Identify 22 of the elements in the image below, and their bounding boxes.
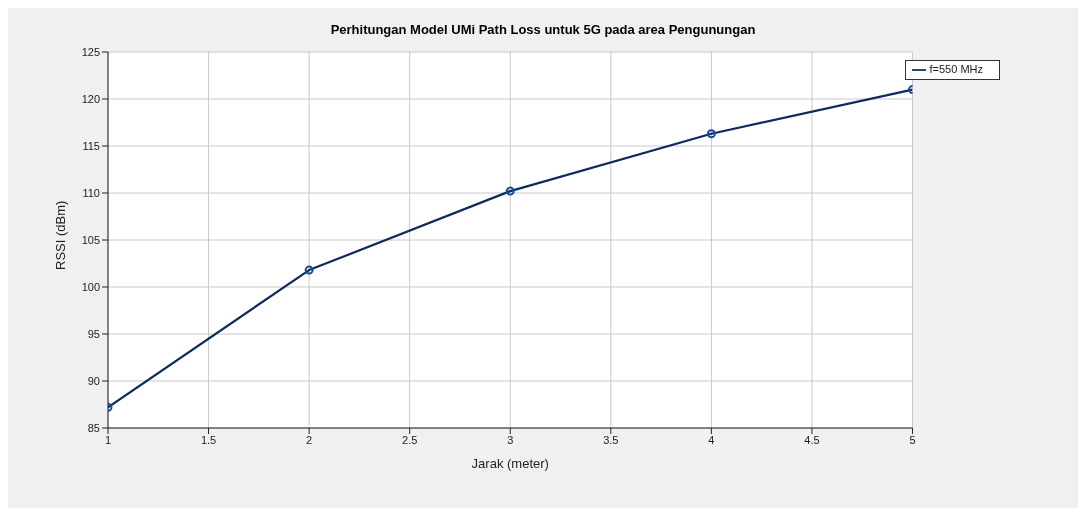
y-tick-label: 105 [81,233,100,246]
y-tick-label: 95 [87,327,100,340]
x-tick-label: 1 [104,433,112,446]
y-tick-label: 115 [82,139,100,152]
x-tick-label: 3.5 [603,433,619,446]
chart-title: Perhitungan Model UMi Path Loss untuk 5G pada area Pengunungan [329,22,757,37]
y-tick-label: 125 [81,45,100,58]
x-tick-label: 1.5 [200,433,217,446]
y-tick-label: 100 [81,280,100,293]
x-axis-title: Jarak (meter) [471,456,549,471]
x-tick-label: 3 [507,433,514,446]
x-tick-label: 2.5 [402,433,418,446]
x-tick-label: 4 [708,433,715,446]
y-tick-label: 85 [87,421,100,434]
y-axis-title: RSSI (dBm) [52,200,68,270]
y-tick-label: 120 [81,92,100,105]
y-tick-label: 110 [82,186,100,199]
x-tick-label: 5 [909,433,916,446]
x-tick-label: 4.5 [804,433,820,446]
legend-label: f=550 MHz [929,63,983,75]
y-tick-label: 90 [87,374,100,387]
x-tick-label: 2 [306,433,313,446]
